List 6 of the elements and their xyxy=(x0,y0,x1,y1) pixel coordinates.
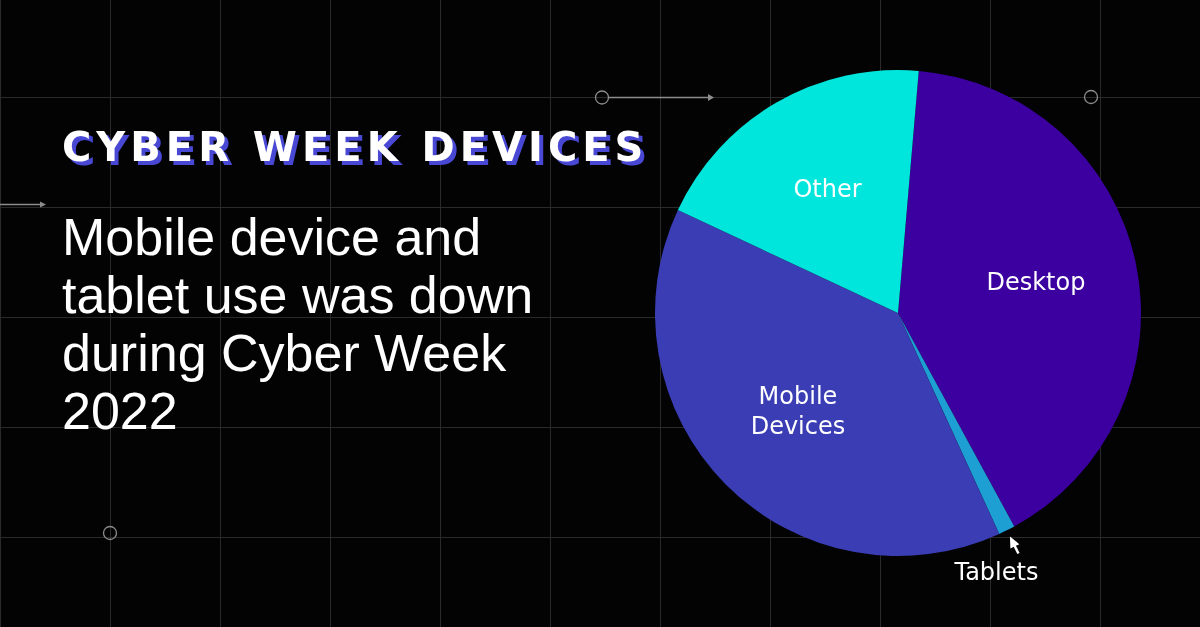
slice-label: Mobile Devices xyxy=(750,381,846,440)
slice-label: Other xyxy=(793,175,862,204)
slice-label: Desktop xyxy=(986,268,1086,297)
text: CYBER WEEK DEVICES xyxy=(62,124,649,170)
text: Mobile device and tablet use was down during Cyber Week 2022 xyxy=(62,208,535,440)
slice-label: Tablets xyxy=(953,557,1039,586)
